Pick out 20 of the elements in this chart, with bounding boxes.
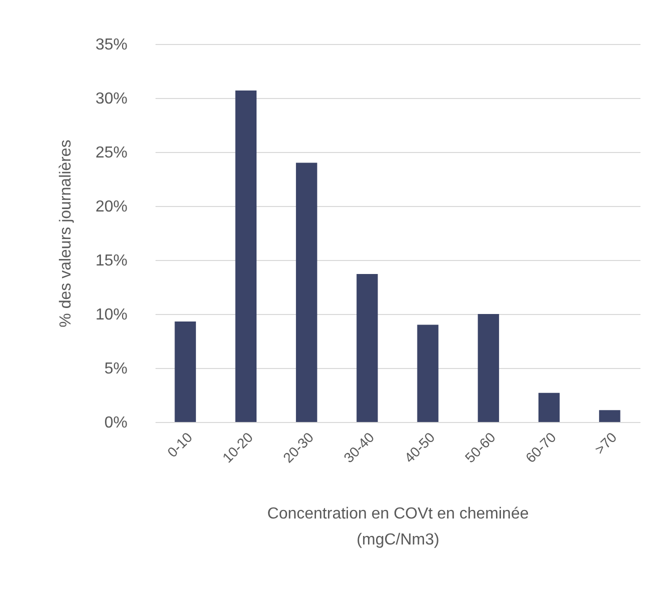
- bar: [538, 392, 560, 422]
- y-tick-label: 10%: [95, 306, 128, 324]
- y-tick-label: 30%: [95, 90, 128, 108]
- y-axis-title: % des valeurs journalières: [57, 140, 74, 328]
- x-tick-label: 0-10: [164, 428, 196, 460]
- y-tick-label: 35%: [95, 36, 128, 54]
- y-tick-label: 5%: [104, 360, 128, 378]
- y-tick-label: 15%: [95, 252, 128, 270]
- bar: [296, 162, 318, 422]
- bar: [174, 322, 196, 422]
- y-tick-label: 0%: [104, 414, 128, 432]
- bar: [417, 324, 438, 422]
- x-axis-title: Concentration en COVt en cheminée (mgC/Nm3): [267, 506, 529, 549]
- y-tick-label: 20%: [95, 198, 128, 216]
- bar: [235, 90, 257, 422]
- x-tick-label: >70: [591, 428, 620, 458]
- y-tick-label: 25%: [95, 144, 128, 162]
- bar: [478, 314, 500, 422]
- bar: [356, 274, 378, 422]
- bar: [599, 410, 620, 422]
